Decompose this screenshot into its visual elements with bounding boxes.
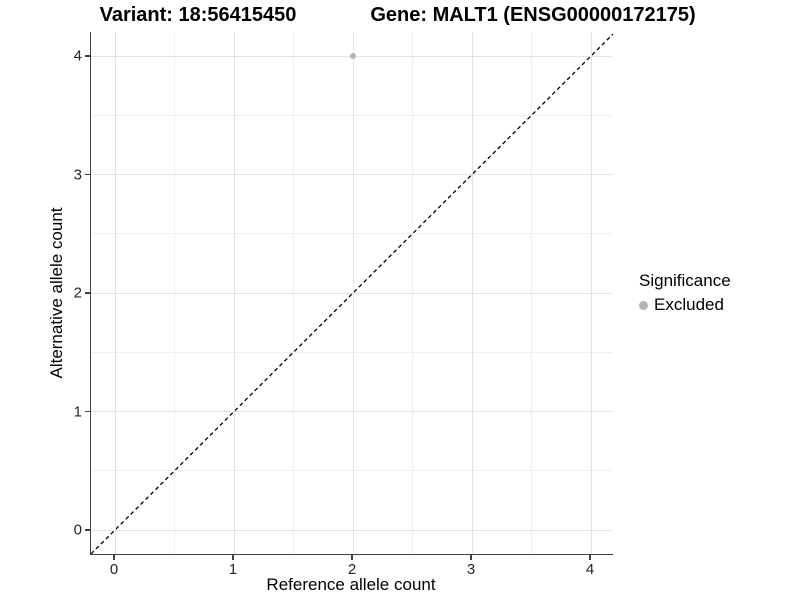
legend: Significance Excluded [639, 271, 731, 315]
legend-entries: Excluded [639, 295, 731, 315]
y-axis-tick-label: 4 [73, 47, 82, 65]
y-axis-tick-label: 1 [73, 403, 82, 420]
data-point [350, 53, 356, 59]
x-axis-label: Reference allele count [266, 575, 436, 594]
y-axis-tick [85, 292, 90, 294]
legend-key-dot [639, 300, 648, 310]
gridline-minor-horizontal [91, 233, 613, 235]
gridline-minor-horizontal [91, 470, 613, 472]
x-axis-tick [351, 555, 353, 560]
y-axis-tick [85, 410, 90, 413]
y-axis-tick-label: 3 [73, 166, 82, 183]
gridline-major-horizontal [91, 174, 613, 175]
legend-entry-label: Excluded [654, 295, 724, 314]
plot-title-variant: Variant: 18:56415450 [99, 4, 297, 26]
y-axis-tick-label: 0 [73, 521, 82, 539]
gridline-major-horizontal [91, 529, 613, 531]
x-axis-tick [470, 555, 472, 560]
x-axis-tick-label: 0 [109, 561, 119, 578]
gridline-minor-horizontal [91, 114, 613, 116]
y-axis-tick [85, 529, 90, 531]
legend-entry: Excluded [639, 295, 731, 315]
x-axis-tick-label: 1 [228, 561, 238, 578]
identity-dashed-line [90, 33, 614, 555]
plot-panel [90, 32, 614, 555]
x-axis-tick [113, 555, 115, 560]
gridline-minor-horizontal [91, 351, 613, 353]
gridline-major-horizontal [91, 411, 613, 412]
x-axis-tick-label: 2 [347, 561, 357, 578]
y-axis-tick [85, 55, 90, 57]
y-axis-tick-label: 2 [73, 284, 82, 302]
x-axis-tick-label: 3 [466, 561, 476, 578]
x-axis-tick-label: 4 [585, 561, 595, 578]
x-axis-tick [232, 555, 234, 560]
y-axis-tick [85, 173, 90, 176]
gridline-major-horizontal [91, 292, 613, 294]
x-axis-tick [589, 555, 591, 560]
legend-title: Significance [639, 271, 731, 290]
plot-title-gene: Gene: MALT1 (ENSG00000172175) [370, 4, 696, 26]
